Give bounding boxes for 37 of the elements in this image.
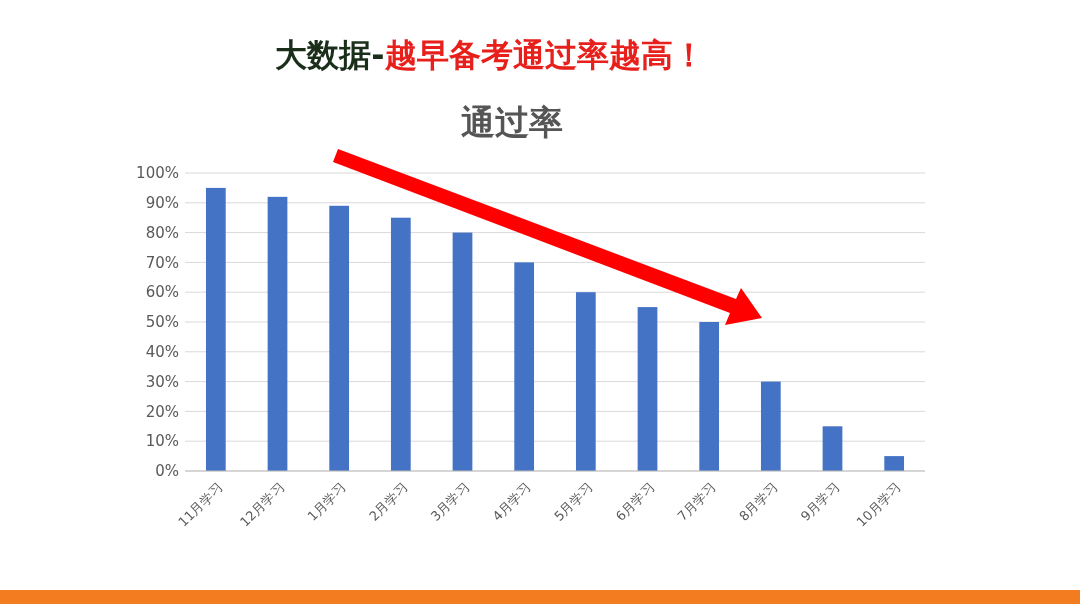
- bar: [452, 232, 473, 471]
- bar: [699, 322, 720, 471]
- bar: [822, 426, 843, 471]
- y-tick-label: 80%: [145, 223, 179, 242]
- bar: [390, 217, 411, 471]
- x-tick-label: 6月学习: [612, 479, 657, 524]
- y-tick-label: 0%: [155, 462, 179, 481]
- bar: [514, 262, 535, 471]
- x-tick-label: 1月学习: [304, 479, 349, 524]
- x-tick-label: 8月学习: [736, 479, 781, 524]
- bar: [267, 196, 288, 471]
- chart-subtitle: 通过率: [461, 102, 563, 142]
- x-tick-label: 7月学习: [674, 479, 719, 524]
- y-tick-label: 30%: [145, 372, 179, 391]
- bar: [205, 187, 226, 471]
- x-tick-label: 4月学习: [489, 479, 534, 524]
- x-tick-label: 9月学习: [797, 479, 842, 524]
- x-tick-label: 10月学习: [853, 479, 904, 530]
- y-tick-label: 10%: [145, 432, 179, 451]
- y-tick-label: 20%: [145, 402, 179, 421]
- bar: [329, 205, 350, 471]
- y-tick-label: 70%: [145, 253, 179, 272]
- bar: [760, 381, 781, 471]
- bar: [637, 307, 658, 471]
- x-tick-label: 11月学习: [175, 479, 226, 530]
- bar: [575, 292, 596, 471]
- bar: [884, 456, 905, 471]
- x-tick-label: 5月学习: [551, 479, 596, 524]
- y-tick-label: 60%: [145, 283, 179, 302]
- x-tick-label: 3月学习: [427, 479, 472, 524]
- x-tick-label: 2月学习: [366, 479, 411, 524]
- y-tick-label: 90%: [145, 194, 179, 213]
- y-tick-label: 50%: [145, 313, 179, 332]
- y-tick-label: 100%: [136, 164, 179, 183]
- chart-title: 大数据-越早备考通过率越高！: [275, 36, 705, 74]
- x-tick-label: 12月学习: [236, 479, 287, 530]
- y-tick-label: 40%: [145, 343, 179, 362]
